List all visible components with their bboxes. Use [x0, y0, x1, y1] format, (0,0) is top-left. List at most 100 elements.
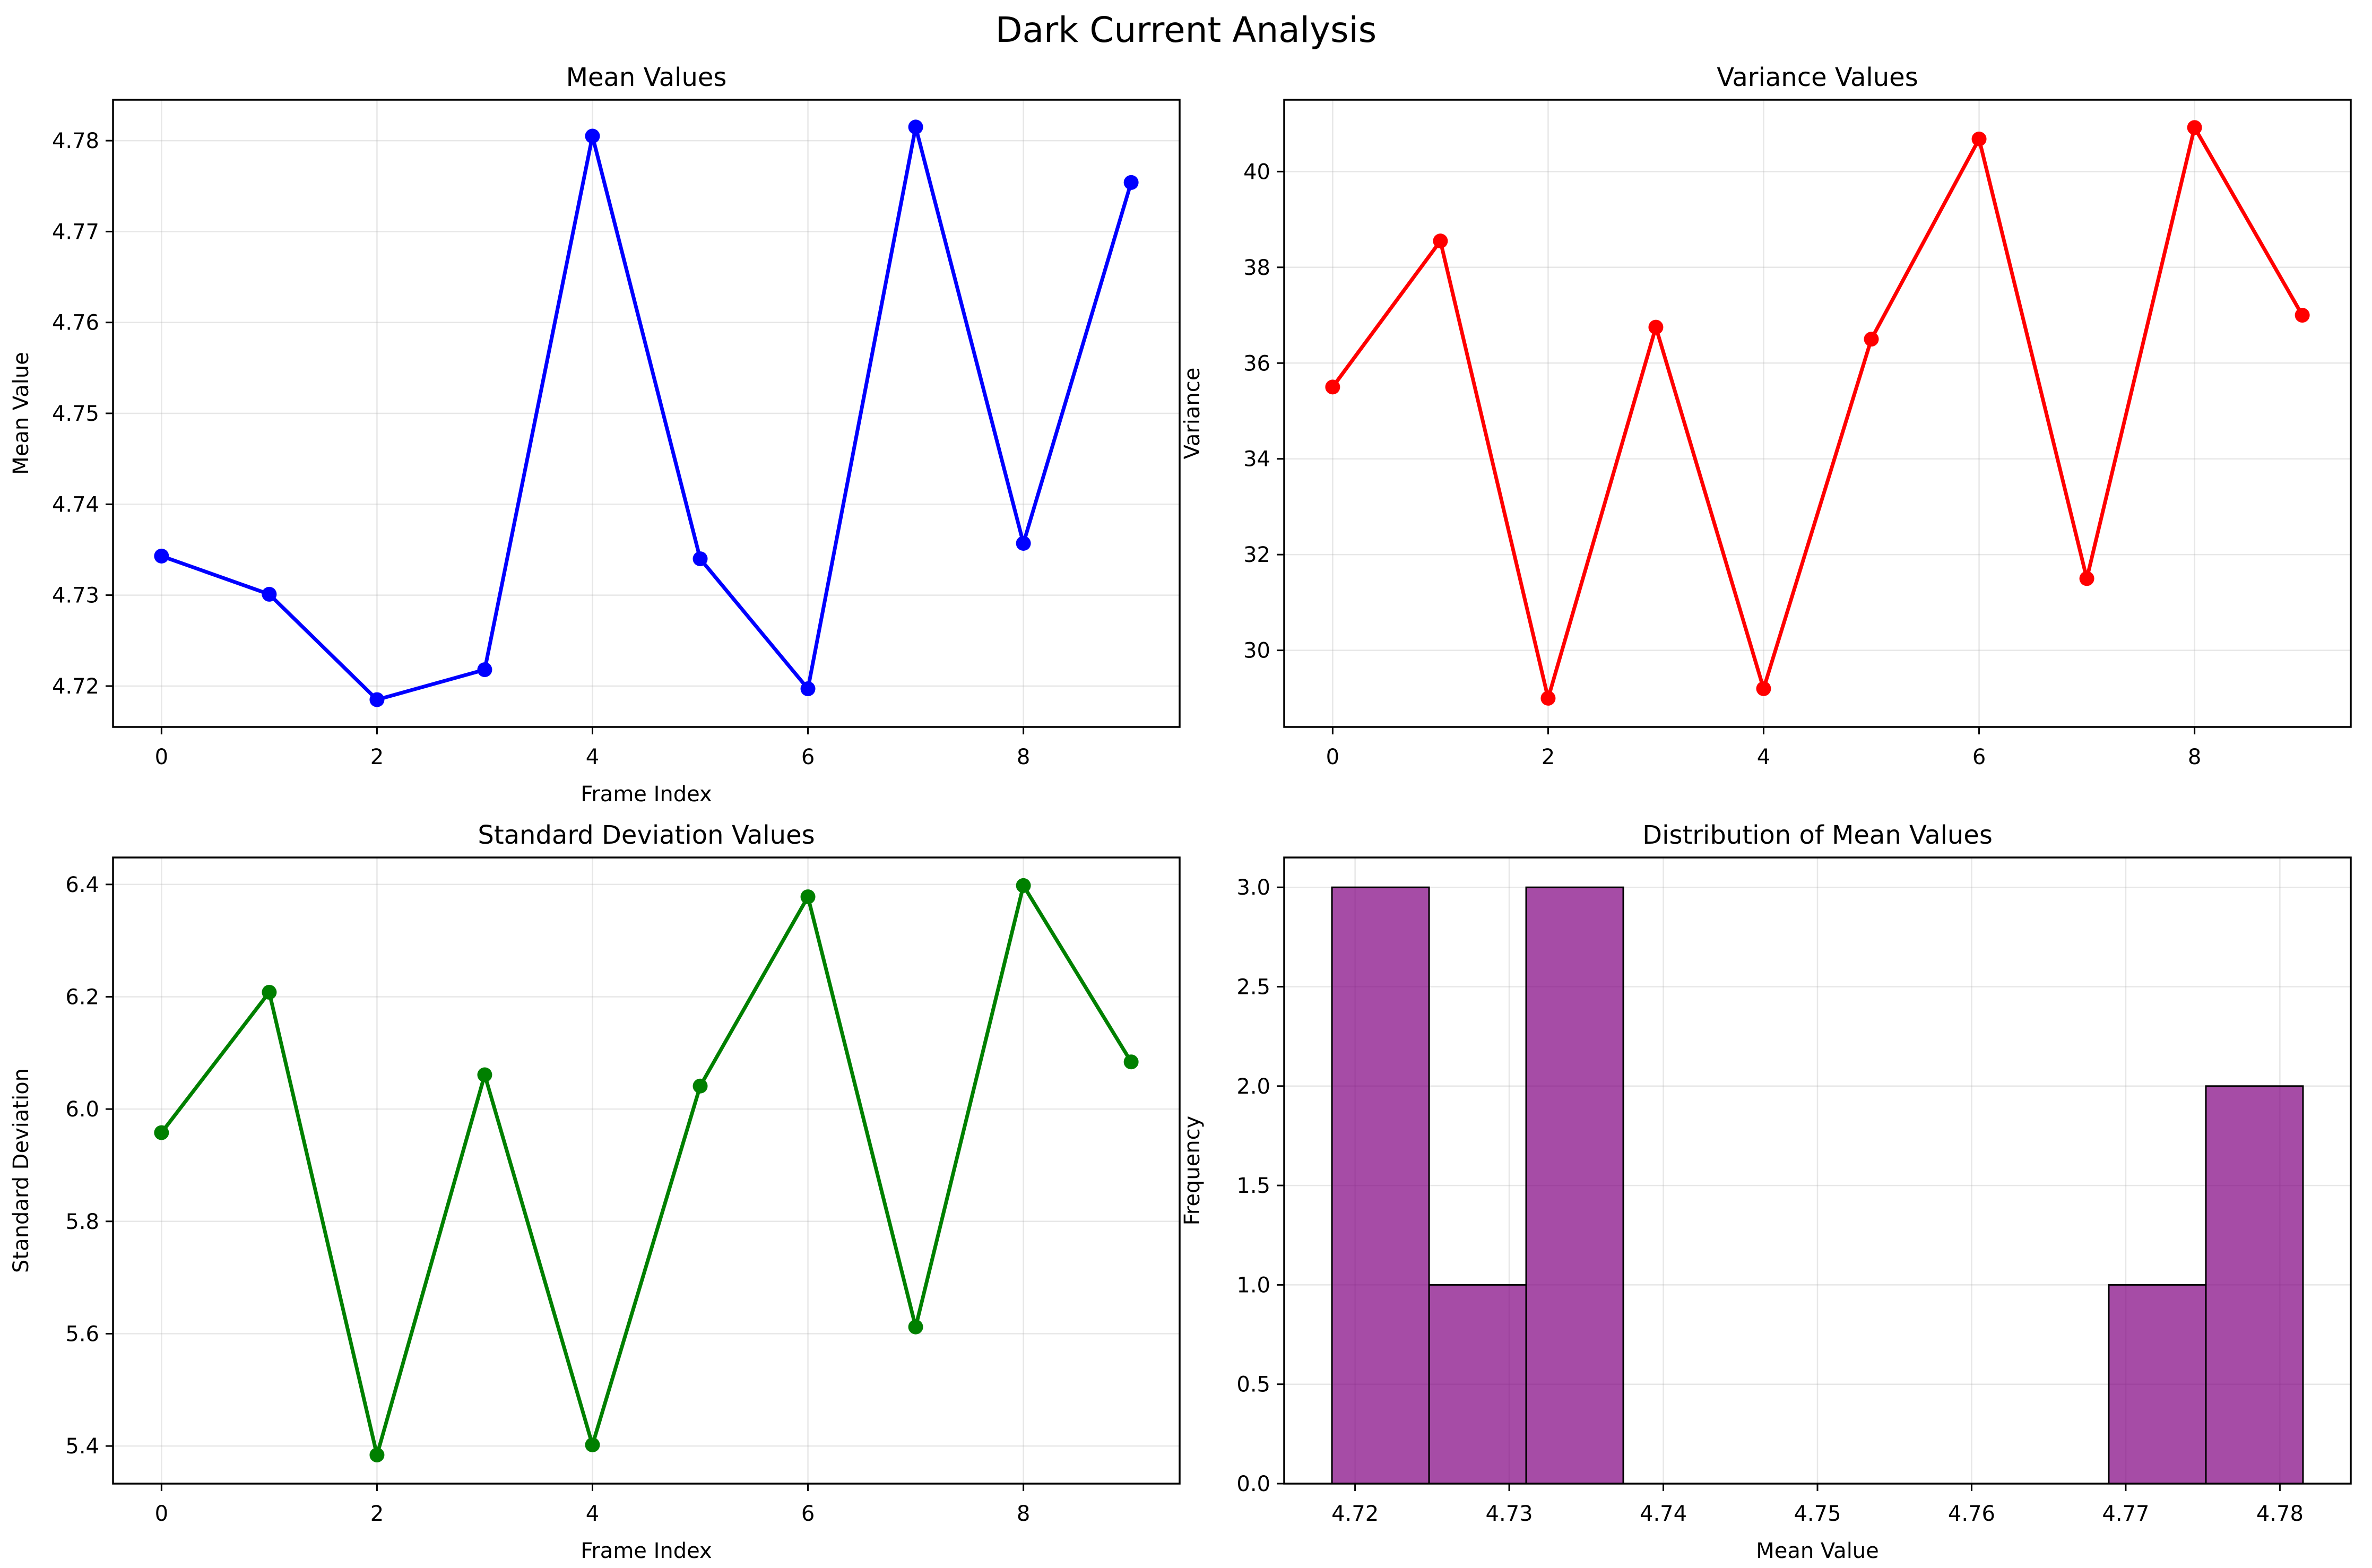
y-tick-label: 38 [1243, 256, 1270, 280]
chart-title: Distribution of Mean Values [1642, 820, 1993, 850]
y-tick-label: 6.4 [65, 873, 99, 897]
y-tick-label: 4.72 [52, 674, 99, 699]
y-tick-label: 40 [1243, 160, 1270, 184]
x-tick-label: 4.78 [2256, 1502, 2304, 1526]
y-tick-label: 3.0 [1236, 876, 1270, 900]
y-tick-label: 34 [1243, 447, 1270, 472]
data-point [477, 1067, 492, 1082]
y-tick-label: 32 [1243, 543, 1270, 567]
series-line [160, 883, 1133, 1457]
data-point [692, 1078, 708, 1094]
y-axis-label: Mean Value [9, 352, 33, 475]
data-point [1016, 535, 1031, 551]
data-point [1648, 319, 1664, 335]
y-axis-label: Frequency [1180, 1116, 1205, 1226]
data-point [1971, 131, 1987, 146]
data-point [2187, 120, 2202, 135]
y-tick-label: 6.2 [65, 985, 99, 1009]
x-tick-label: 2 [370, 745, 384, 769]
data-point [1123, 175, 1139, 190]
x-tick-label: 4.77 [2102, 1502, 2149, 1526]
y-tick-label: 5.8 [65, 1210, 99, 1234]
x-tick-label: 4.75 [1794, 1502, 1841, 1526]
x-tick-label: 4.76 [1948, 1502, 1995, 1526]
data-point [585, 1437, 600, 1452]
series-line [161, 125, 1133, 702]
data-point [1016, 878, 1031, 893]
x-tick-label: 8 [1017, 745, 1030, 769]
data-point [2079, 571, 2094, 586]
axes-frame [1283, 99, 2352, 728]
data-point [908, 1319, 923, 1335]
data-point [800, 681, 816, 697]
y-tick-label: 2.5 [1236, 975, 1270, 999]
y-tick-label: 2.0 [1236, 1075, 1270, 1099]
x-tick-label: 8 [1017, 1502, 1030, 1526]
data-point [477, 662, 492, 678]
data-point [262, 586, 277, 602]
data-point [908, 119, 923, 135]
y-tick-label: 4.78 [52, 129, 99, 153]
data-point [369, 692, 385, 707]
y-tick-label: 6.0 [65, 1097, 99, 1122]
x-tick-label: 4 [586, 1502, 599, 1526]
y-axis-label: Standard Deviation [9, 1068, 33, 1273]
data-point [154, 548, 169, 564]
x-axis-label: Frame Index [581, 782, 712, 807]
y-tick-label: 4.74 [52, 492, 99, 517]
x-tick-label: 2 [370, 1502, 384, 1526]
x-tick-label: 0 [155, 1502, 168, 1526]
x-tick-label: 4.72 [1331, 1502, 1379, 1526]
chart-title: Standard Deviation Values [478, 820, 815, 850]
x-tick-label: 4 [586, 745, 599, 769]
y-tick-label: 30 [1243, 639, 1270, 663]
y-tick-label: 4.73 [52, 584, 99, 608]
y-tick-label: 36 [1243, 351, 1270, 376]
histogram-bar [2108, 1284, 2207, 1485]
x-axis-label: Mean Value [1756, 1539, 1879, 1563]
y-tick-label: 0.5 [1236, 1373, 1270, 1397]
chart-panel-3: 0 2 4 6 8 5.4 5.6 5.8 6.0 6.2 6.4 Standard Deviatio… [9, 820, 1181, 1563]
y-axis-label: Variance [1180, 368, 1205, 460]
y-tick-label: 5.4 [65, 1434, 99, 1459]
y-tick-label: 5.6 [65, 1322, 99, 1346]
data-point [800, 889, 816, 905]
data-point [585, 128, 600, 144]
x-tick-label: 2 [1542, 745, 1555, 769]
data-point [154, 1125, 169, 1140]
data-point [1756, 681, 1771, 696]
y-tick-label: 4.76 [52, 311, 99, 335]
chart-title: Variance Values [1717, 63, 1918, 92]
x-axis-label: Frame Index [581, 1539, 712, 1563]
x-tick-label: 6 [801, 745, 815, 769]
histogram-bar [1428, 1284, 1527, 1485]
histogram-bar [1525, 886, 1624, 1485]
x-tick-label: 4 [1757, 745, 1770, 769]
x-tick-label: 8 [2188, 745, 2201, 769]
y-tick-label: 4.77 [52, 220, 99, 244]
data-point [1433, 233, 1448, 249]
data-point [1864, 332, 1879, 347]
axes-frame [112, 856, 1181, 1485]
chart-panel-2: 0 2 4 6 8 30 32 34 36 38 40 Variance Values Variance [1180, 63, 2352, 769]
figure-title: Dark Current Analysis [995, 10, 1377, 50]
data-point [1123, 1054, 1139, 1070]
data-point [1540, 690, 1556, 706]
x-tick-label: 4.74 [1640, 1502, 1687, 1526]
data-point [2295, 308, 2310, 323]
y-tick-label: 0.0 [1236, 1472, 1270, 1496]
x-tick-label: 0 [1326, 745, 1339, 769]
histogram-bar [2205, 1085, 2304, 1485]
y-tick-label: 1.0 [1236, 1273, 1270, 1297]
x-tick-label: 0 [155, 745, 168, 769]
y-tick-label: 4.75 [52, 402, 99, 426]
chart-panel-1: 0 2 4 6 8 4.72 4.73 4.74 4.75 4.76 4.77 4.78 Mean Va… [9, 63, 1181, 807]
series-line [1331, 125, 2304, 700]
data-point [692, 551, 708, 567]
y-tick-label: 1.5 [1236, 1174, 1270, 1198]
data-point [262, 984, 277, 1000]
chart-title: Mean Values [566, 63, 727, 92]
x-tick-label: 4.73 [1486, 1502, 1533, 1526]
